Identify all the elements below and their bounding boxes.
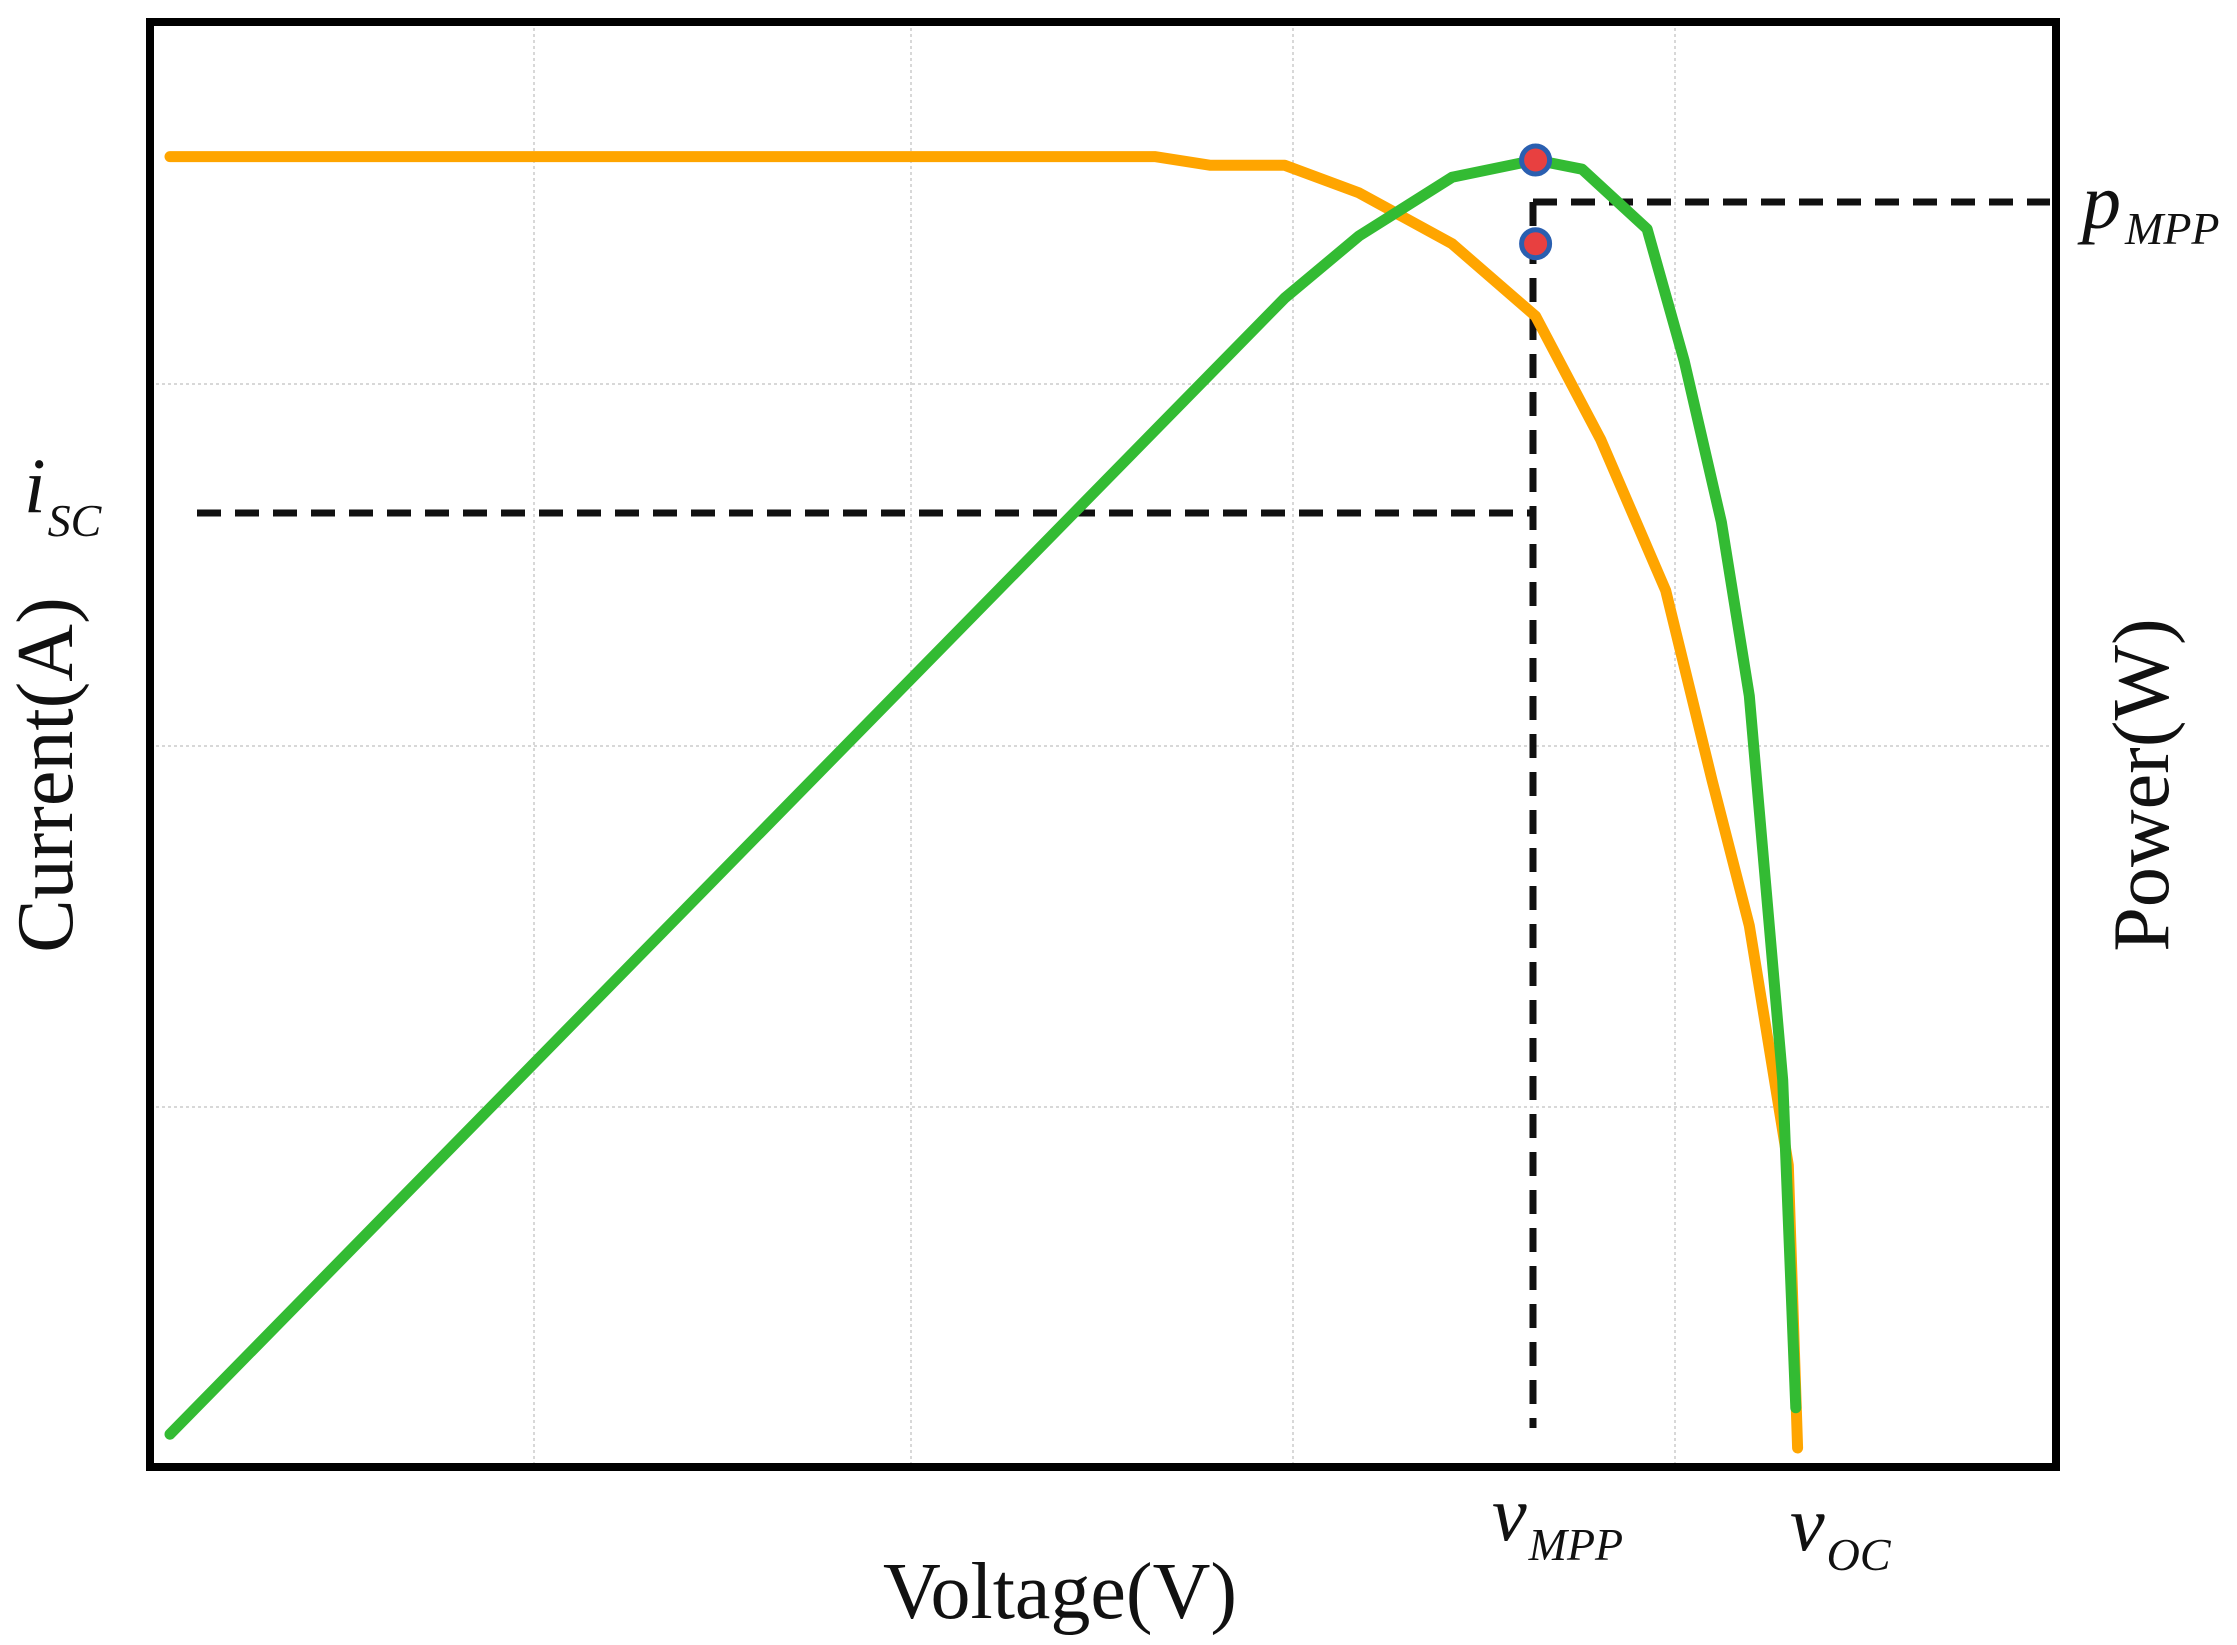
grid <box>150 22 2056 1467</box>
plot-frame <box>146 18 2060 1471</box>
isc-label: iSC <box>24 442 103 546</box>
isc-main: i <box>24 442 46 529</box>
mpp-power-marker <box>1519 143 1553 177</box>
mpp-current-marker <box>1519 227 1553 261</box>
x-axis-title: Voltage(V) <box>883 1548 1237 1636</box>
pmpp-label: pMPP <box>2077 158 2220 254</box>
pmpp-sub: MPP <box>2124 203 2220 254</box>
y-axis-left-title: Current(A) <box>2 597 90 952</box>
isc-sub: SC <box>48 495 103 546</box>
voc-sub: OC <box>1827 1529 1892 1580</box>
power-curve <box>164 154 1802 1440</box>
marker-layer <box>1519 143 1553 261</box>
y-axis-right-title: Power(W) <box>2098 618 2186 951</box>
vmpp-main: v <box>1492 1470 1527 1557</box>
series-layer <box>164 151 1804 1454</box>
voc-main: v <box>1790 1480 1825 1567</box>
current-curve <box>164 151 1804 1454</box>
vmpp-sub: MPP <box>1528 1519 1624 1570</box>
voc-label: vOC <box>1790 1480 1892 1580</box>
vmpp-label: vMPP <box>1492 1470 1623 1570</box>
pmpp-main: p <box>2077 158 2121 245</box>
